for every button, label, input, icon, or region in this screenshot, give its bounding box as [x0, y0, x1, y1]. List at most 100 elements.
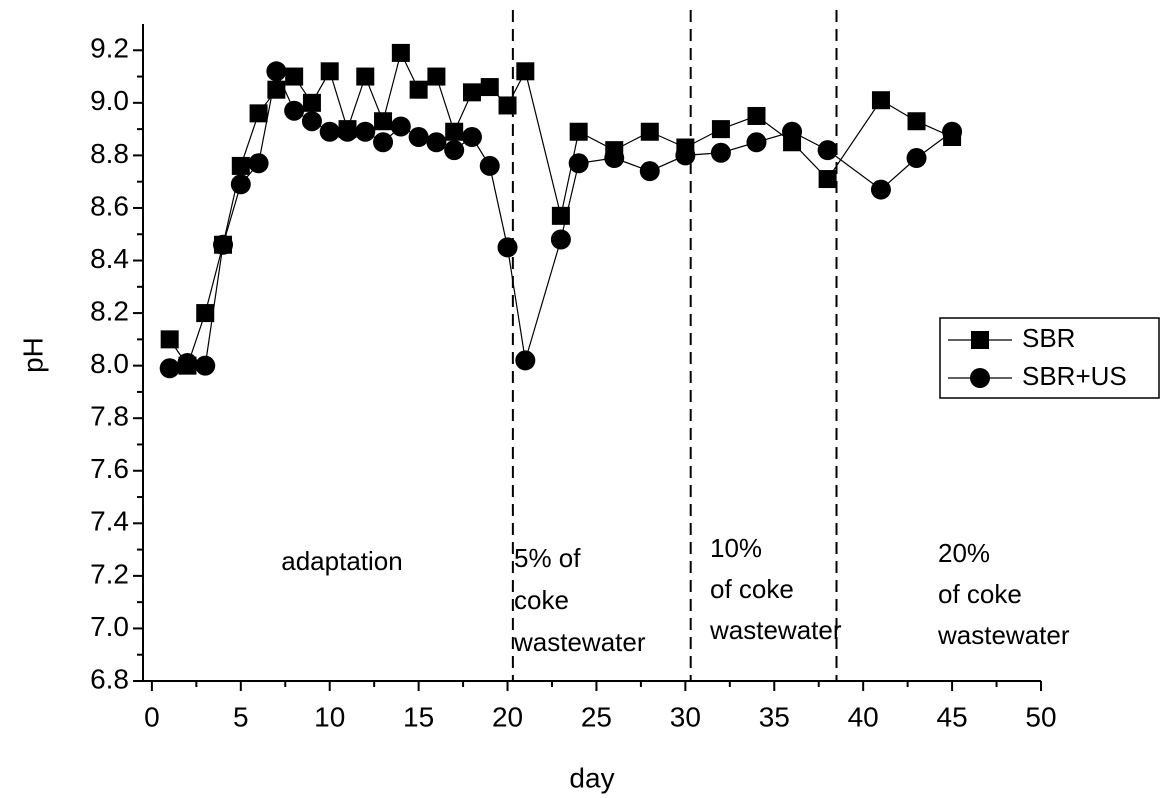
y-tick-label: 9.0 [90, 85, 129, 116]
data-point [907, 112, 926, 131]
data-point [267, 80, 286, 99]
legend-label: SBR [1022, 323, 1075, 353]
legend-marker [970, 368, 990, 388]
data-point [302, 93, 321, 112]
data-point [461, 127, 482, 148]
y-tick-label: 7.8 [90, 401, 129, 432]
data-point [160, 330, 179, 349]
data-point [871, 91, 890, 110]
data-point [408, 127, 429, 148]
data-point [159, 358, 180, 379]
legend-label: SBR+US [1022, 361, 1127, 391]
data-point [301, 111, 322, 132]
data-point [248, 153, 269, 174]
data-point [427, 67, 446, 86]
x-tick-label: 15 [403, 701, 434, 732]
phase-label: 5% of [514, 543, 581, 573]
data-point [284, 100, 305, 121]
x-tick-label: 40 [848, 701, 879, 732]
phase-label: 20% [938, 538, 990, 568]
data-point [356, 67, 375, 86]
data-point [746, 132, 767, 153]
data-point [355, 121, 376, 142]
data-point [230, 174, 251, 195]
phase-label: adaptation [281, 546, 402, 576]
data-point [551, 206, 570, 225]
data-point [426, 132, 447, 153]
y-tick-label: 7.0 [90, 611, 129, 642]
x-tick-label: 30 [670, 701, 701, 732]
data-point [550, 229, 571, 250]
data-point [177, 353, 198, 374]
data-point [409, 80, 428, 99]
data-point [747, 106, 766, 125]
data-point [249, 104, 268, 123]
y-tick-label: 7.2 [90, 558, 129, 589]
data-point [497, 237, 518, 258]
y-tick-label: 7.6 [90, 453, 129, 484]
phase-label: of coke [710, 574, 794, 604]
x-tick-label: 50 [1025, 701, 1056, 732]
legend-marker [971, 331, 989, 349]
y-axis-label: pH [17, 337, 48, 373]
x-tick-label: 20 [492, 701, 523, 732]
x-tick-label: 10 [314, 701, 345, 732]
data-point [498, 96, 517, 115]
x-tick-label: 35 [759, 701, 790, 732]
data-point [320, 62, 339, 81]
y-tick-label: 6.8 [90, 663, 129, 694]
data-point [390, 116, 411, 137]
x-tick-label: 0 [144, 701, 160, 732]
phase-label: wastewater [513, 627, 646, 657]
data-point [569, 122, 588, 141]
data-point [604, 148, 625, 169]
data-point [319, 121, 340, 142]
phase-label: of coke [938, 579, 1022, 609]
data-point [373, 132, 394, 153]
y-tick-label: 7.4 [90, 506, 129, 537]
data-point [906, 148, 927, 169]
data-point [942, 121, 963, 142]
data-point [195, 355, 216, 376]
data-point [196, 304, 215, 323]
y-tick-label: 8.8 [90, 138, 129, 169]
data-point [516, 62, 535, 81]
data-point [817, 140, 838, 161]
data-point [640, 122, 659, 141]
y-tick-label: 8.2 [90, 295, 129, 326]
data-point [213, 234, 234, 255]
y-tick-label: 9.2 [90, 33, 129, 64]
phase-label: wastewater [709, 615, 842, 645]
data-point [710, 142, 731, 163]
data-point [479, 155, 500, 176]
data-point [445, 122, 464, 141]
data-point [515, 350, 536, 371]
data-point [675, 145, 696, 166]
y-tick-label: 8.0 [90, 348, 129, 379]
phase-label: wastewater [937, 620, 1070, 650]
data-point [568, 153, 589, 174]
x-tick-label: 45 [937, 701, 968, 732]
x-tick-label: 5 [233, 701, 249, 732]
data-point [818, 170, 837, 189]
x-tick-label: 25 [581, 701, 612, 732]
data-point [639, 161, 660, 182]
data-point [391, 43, 410, 62]
data-point [870, 179, 891, 200]
phase-label: coke [514, 585, 569, 615]
data-point [711, 120, 730, 139]
data-point [444, 140, 465, 161]
x-axis-label: day [569, 762, 614, 793]
data-point [337, 121, 358, 142]
data-point [285, 67, 304, 86]
data-point [480, 78, 499, 97]
y-tick-label: 8.6 [90, 190, 129, 221]
data-point [374, 112, 393, 131]
phase-label: 10% [710, 533, 762, 563]
y-tick-label: 8.4 [90, 243, 129, 274]
data-point [462, 83, 481, 102]
data-point [266, 61, 287, 82]
data-point [782, 121, 803, 142]
data-point [231, 156, 250, 175]
